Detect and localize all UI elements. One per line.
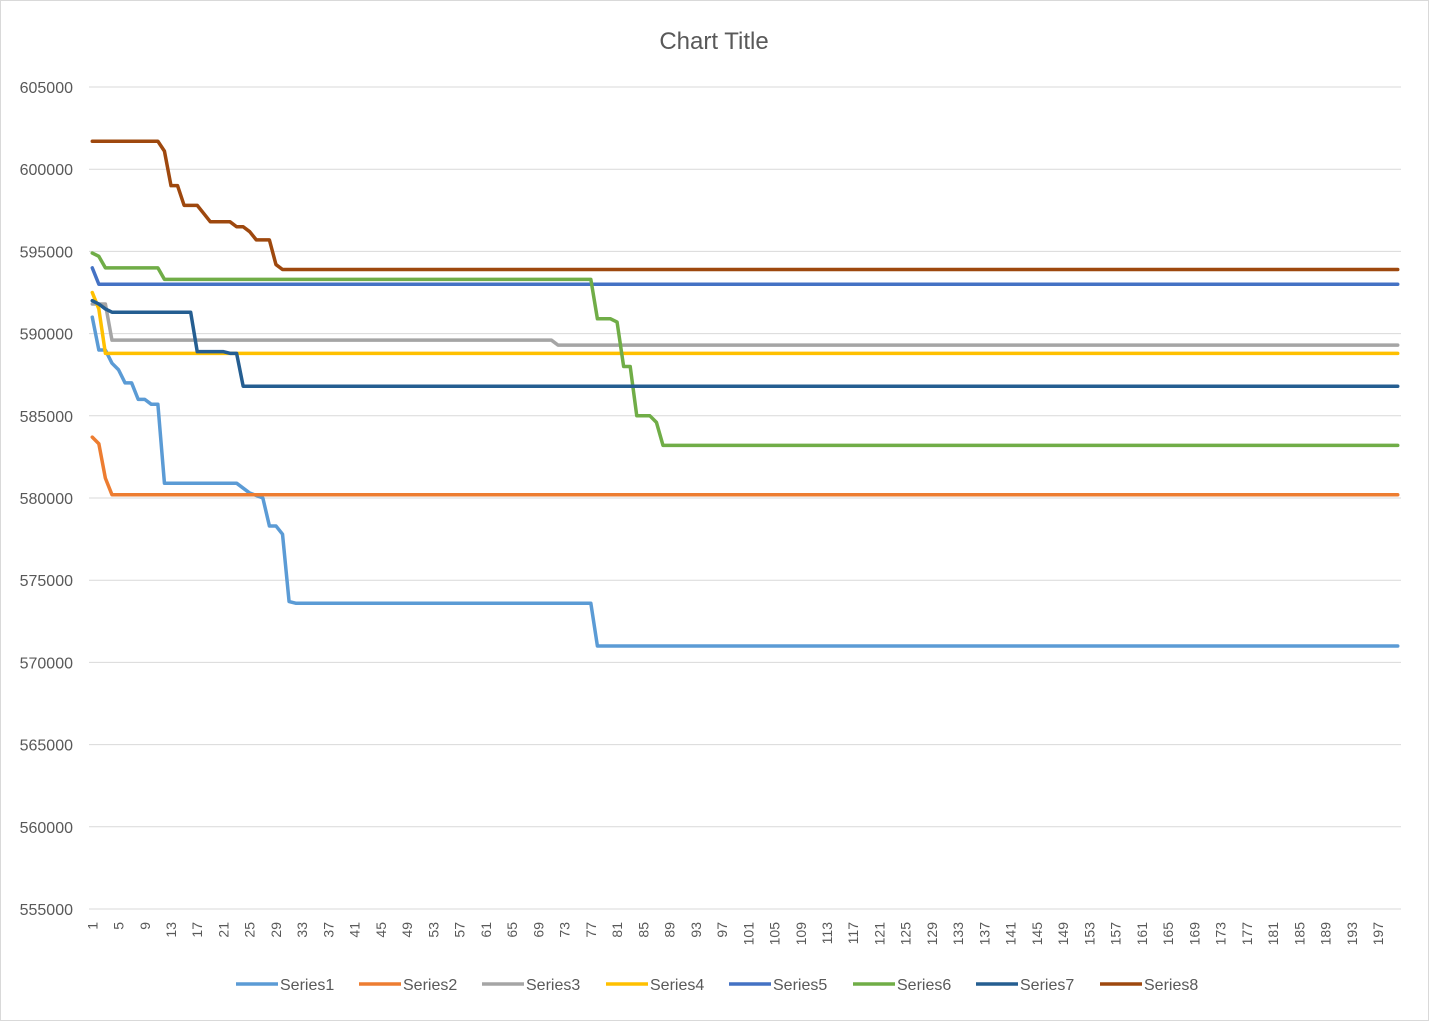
legend-label-series2: Series2	[403, 977, 457, 994]
x-tick-label: 113	[819, 922, 835, 945]
x-tick-label: 93	[688, 922, 704, 938]
x-tick-label: 157	[1108, 922, 1124, 946]
x-axis-tick-labels: 1 5 9 13 17 21 25 29 33 37 41 45 49 53 57 61 65 69 73 77 81 8…	[84, 922, 1386, 946]
x-tick-label: 145	[1029, 922, 1045, 946]
y-tick-label: 575000	[20, 573, 73, 590]
x-tick-label: 5	[111, 922, 127, 930]
x-tick-label: 65	[504, 922, 520, 938]
legend: Series1 Series2 Series3 Series4 Series5 Serie…	[236, 977, 1198, 994]
legend-label-series8: Series8	[1144, 977, 1198, 994]
x-tick-label: 181	[1265, 922, 1281, 946]
x-tick-label: 9	[137, 922, 153, 930]
legend-label-series7: Series7	[1020, 977, 1074, 994]
x-tick-label: 57	[452, 922, 468, 938]
x-tick-label: 129	[924, 922, 940, 946]
y-tick-label: 595000	[20, 244, 73, 261]
series-line-series2	[90, 435, 1400, 497]
x-tick-label: 117	[845, 922, 861, 945]
y-tick-label: 565000	[20, 738, 73, 755]
x-tick-label: 17	[189, 922, 205, 938]
y-tick-label: 570000	[20, 655, 73, 672]
x-tick-label: 121	[871, 922, 887, 946]
y-tick-label: 600000	[20, 162, 73, 179]
x-tick-label: 73	[557, 922, 573, 938]
x-tick-label: 97	[714, 922, 730, 938]
series-line-series5	[90, 266, 1400, 287]
series-line-series6	[90, 251, 1400, 448]
x-tick-label: 173	[1213, 922, 1229, 946]
x-tick-label: 37	[320, 922, 336, 938]
y-tick-label: 585000	[20, 409, 73, 426]
x-tick-label: 189	[1318, 922, 1334, 946]
y-axis-tick-labels: 555000 560000 565000 570000 575000 580000 5850…	[20, 80, 73, 919]
x-tick-label: 165	[1160, 922, 1176, 946]
series-line-series1	[90, 315, 1400, 648]
x-tick-label: 21	[215, 922, 231, 938]
legend-label-series6: Series6	[897, 977, 951, 994]
legend-label-series4: Series4	[650, 977, 704, 994]
chart-title: Chart Title	[659, 28, 768, 55]
x-tick-label: 29	[268, 922, 284, 938]
y-tick-label: 590000	[20, 327, 73, 344]
x-tick-label: 61	[478, 922, 494, 938]
x-tick-label: 109	[793, 922, 809, 946]
x-tick-label: 69	[530, 922, 546, 938]
x-tick-label: 49	[399, 922, 415, 938]
x-tick-label: 177	[1239, 922, 1255, 946]
x-tick-label: 137	[976, 922, 992, 946]
legend-label-series1: Series1	[280, 977, 334, 994]
x-tick-label: 45	[373, 922, 389, 938]
gridlines	[89, 86, 1401, 910]
x-tick-label: 185	[1291, 922, 1307, 946]
series-lines	[90, 139, 1400, 648]
x-tick-label: 41	[347, 922, 363, 938]
x-tick-label: 161	[1134, 922, 1150, 946]
legend-label-series3: Series3	[526, 977, 580, 994]
x-tick-label: 33	[294, 922, 310, 938]
x-tick-label: 169	[1186, 922, 1202, 946]
x-tick-label: 25	[242, 922, 258, 938]
x-tick-label: 141	[1003, 922, 1019, 946]
x-tick-label: 193	[1344, 922, 1360, 946]
x-tick-label: 85	[635, 922, 651, 938]
x-tick-label: 77	[583, 922, 599, 938]
series-line-series8	[90, 139, 1400, 272]
x-tick-label: 133	[950, 922, 966, 946]
x-tick-label: 1	[84, 922, 100, 930]
series-line-series7	[90, 298, 1400, 388]
y-tick-label: 605000	[20, 80, 73, 97]
x-tick-label: 197	[1370, 922, 1386, 946]
x-tick-label: 81	[609, 922, 625, 938]
x-tick-label: 153	[1081, 922, 1097, 946]
x-tick-label: 149	[1055, 922, 1071, 946]
x-tick-label: 125	[898, 922, 914, 946]
y-tick-label: 580000	[20, 491, 73, 508]
x-tick-label: 53	[425, 922, 441, 938]
y-tick-label: 560000	[20, 820, 73, 837]
x-tick-label: 13	[163, 922, 179, 938]
x-tick-label: 101	[740, 922, 756, 946]
legend-label-series5: Series5	[773, 977, 827, 994]
x-tick-label: 105	[767, 922, 783, 946]
x-tick-label: 89	[662, 922, 678, 938]
y-tick-label: 555000	[20, 902, 73, 919]
series-line-series3	[90, 302, 1400, 347]
